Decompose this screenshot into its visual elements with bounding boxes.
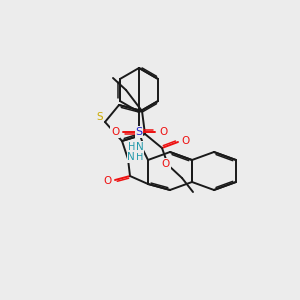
Text: H: H xyxy=(136,152,144,162)
Text: O: O xyxy=(162,159,170,169)
Text: O: O xyxy=(159,127,167,137)
Text: S: S xyxy=(97,112,103,122)
Text: O: O xyxy=(103,176,111,186)
Text: O: O xyxy=(111,127,119,137)
Text: S: S xyxy=(135,127,142,137)
Text: N: N xyxy=(127,152,135,162)
Text: O: O xyxy=(182,136,190,146)
Text: N: N xyxy=(136,142,144,152)
Text: H: H xyxy=(128,142,136,152)
